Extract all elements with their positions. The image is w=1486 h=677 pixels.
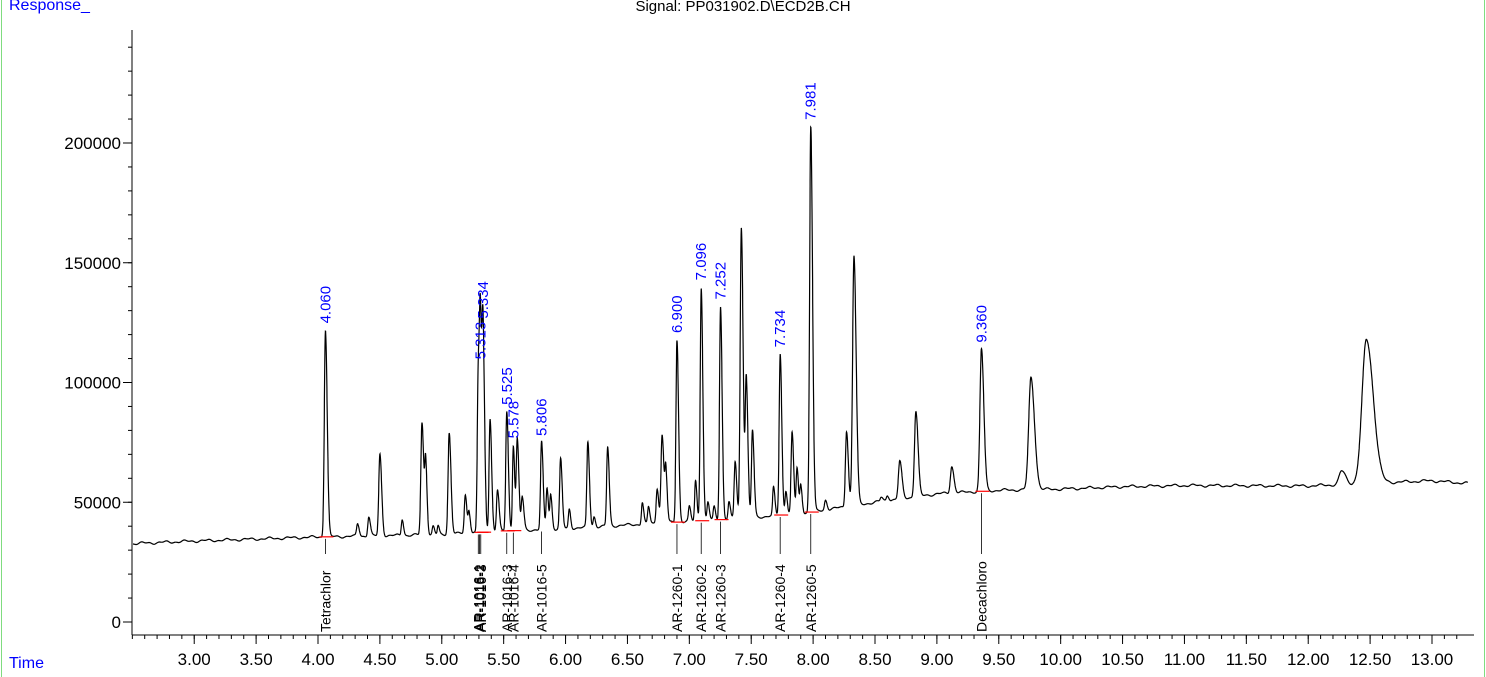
compound-label: Decachloro	[973, 561, 989, 632]
x-tick-label: 5.00	[425, 650, 458, 669]
x-tick-label: 10.00	[1039, 650, 1082, 669]
x-tick-label: 3.00	[178, 650, 211, 669]
x-tick-label: 7.00	[673, 650, 706, 669]
compound-label: AR-1016-4	[505, 564, 521, 632]
peak-rt-label: 5.334	[475, 281, 492, 319]
signal-trace	[133, 125, 1469, 546]
y-tick-label: 0	[112, 613, 121, 632]
peak-rt-label: 5.578	[505, 401, 522, 439]
compound-label: AR-1260-5	[803, 564, 819, 632]
compound-label: AR-1260-3	[713, 564, 729, 632]
x-tick-label: 6.50	[611, 650, 644, 669]
peak-rt-label: 5.313	[473, 322, 490, 360]
y-tick-label: 50000	[74, 493, 121, 512]
compound-label: AR-1016-2	[472, 564, 488, 632]
peak-rt-label: 5.525	[499, 367, 516, 405]
x-tick-label: 11.50	[1226, 650, 1267, 669]
x-tick-label: 7.50	[735, 650, 768, 669]
x-tick-label: 13.00	[1411, 650, 1454, 669]
left-frame-border	[1, 0, 2, 677]
compound-label: AR-1260-1	[669, 564, 685, 632]
compound-label: AR-1016-3	[499, 564, 515, 632]
peak-rt-label: 9.360	[973, 305, 990, 343]
peak-rt-label: 7.252	[713, 262, 730, 300]
y-tick-label: 150000	[64, 254, 121, 273]
peak-rt-label: 7.981	[803, 82, 820, 120]
compound-label: AR-1016-3	[473, 564, 489, 632]
x-tick-label: 4.50	[363, 650, 396, 669]
compound-label: AR-1260-2	[693, 564, 709, 632]
x-tick-label: 3.50	[240, 650, 273, 669]
right-frame-border	[1484, 0, 1485, 677]
compound-label: AR-1260-4	[772, 564, 788, 632]
x-axis-corner-label: Time	[9, 655, 44, 672]
peak-rt-label: 7.734	[772, 310, 789, 348]
chart-title: Signal: PP031902.D\ECD2B.CH	[635, 0, 851, 15]
peak-rt-label: 6.900	[669, 295, 686, 333]
x-tick-label: 9.00	[920, 650, 953, 669]
peak-rt-label: 7.096	[693, 243, 710, 281]
peak-rt-label: 4.060	[317, 286, 334, 324]
compound-label: AR-1016-5	[534, 564, 550, 632]
x-tick-label: 12.50	[1349, 650, 1392, 669]
x-tick-label: 5.50	[487, 650, 520, 669]
y-axis-corner-label: Response_	[9, 0, 90, 14]
x-tick-label: 12.00	[1287, 650, 1330, 669]
y-tick-label: 100000	[64, 374, 121, 393]
y-tick-label: 200000	[64, 134, 121, 153]
compound-label: AR-1016-1	[470, 564, 486, 632]
x-tick-label: 4.00	[301, 650, 334, 669]
x-tick-label: 6.00	[549, 650, 582, 669]
x-tick-label: 11.00	[1164, 650, 1205, 669]
compound-label: Tetrachlor	[317, 570, 333, 632]
x-tick-label: 10.50	[1101, 650, 1144, 669]
x-tick-label: 8.50	[858, 650, 891, 669]
x-tick-label: 8.00	[797, 650, 830, 669]
x-tick-label: 9.50	[982, 650, 1015, 669]
peak-rt-label: 5.806	[534, 398, 551, 436]
